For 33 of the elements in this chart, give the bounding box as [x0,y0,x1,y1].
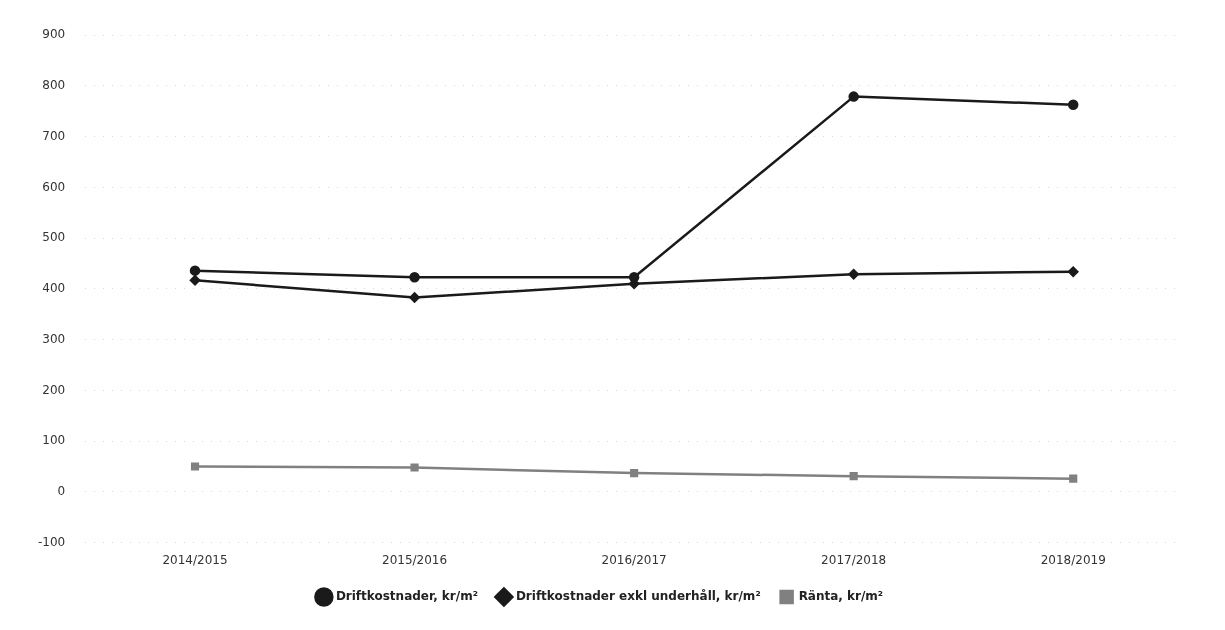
point [410,463,419,472]
x-tick-label: 2015/2016 [382,552,448,567]
x-tick-label: 2017/2018 [821,552,887,567]
point [848,268,859,280]
y-tick-label: 600 [42,179,66,194]
y-tick-label: 400 [42,281,66,296]
legend-label: Ränta, kr/m² [798,589,884,604]
point [1067,99,1079,110]
y-tick-label: 900 [42,27,66,42]
point [630,469,639,478]
point [1067,266,1079,277]
x-tick-label: 2018/2019 [1040,552,1106,567]
y-tick-label: 700 [42,128,66,143]
y-tick-label: -100 [38,534,66,549]
legend-label: Driftkostnader, kr/m² [335,589,478,604]
x-tick-label: 2014/2015 [162,552,228,567]
point [189,265,201,276]
point [848,91,859,102]
legend-label: Driftkostnader exkl underhåll, kr/m² [515,589,761,604]
point [190,462,200,471]
point [189,275,201,286]
y-tick-label: 200 [42,382,66,397]
point [409,292,420,303]
point [1069,474,1078,483]
point [628,271,640,283]
y-tick-label: 800 [42,78,66,93]
y-tick-label: 100 [42,433,66,448]
y-tick-label: 300 [42,331,66,346]
x-tick-label: 2016/2017 [601,552,667,567]
y-tick-label: 500 [42,230,66,245]
point [409,271,420,283]
y-tick-label: 0 [57,483,66,498]
point [849,472,858,481]
